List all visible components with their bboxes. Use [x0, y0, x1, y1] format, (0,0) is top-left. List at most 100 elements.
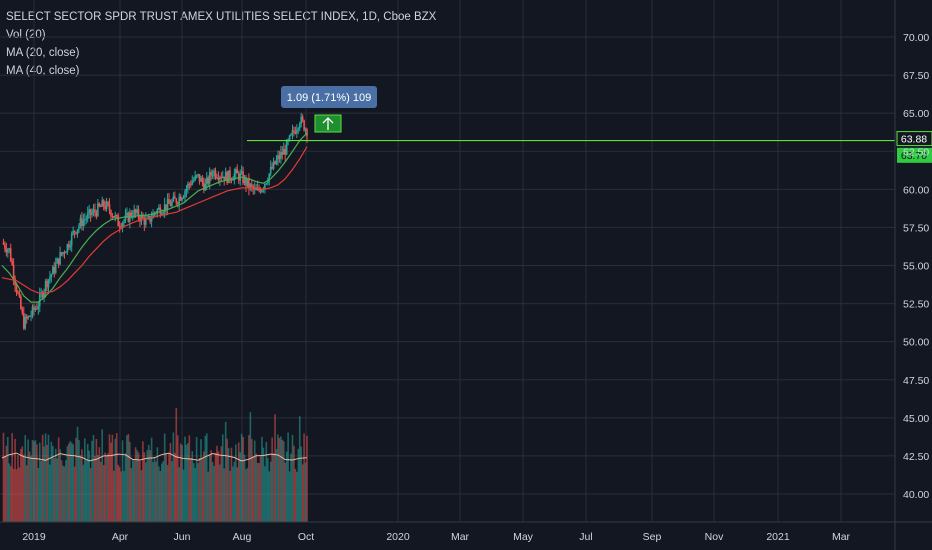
volume-bar [280, 436, 282, 522]
volume-bar [4, 455, 6, 522]
candle-body [158, 207, 160, 210]
candle-body [272, 161, 275, 169]
candle-body [21, 308, 24, 314]
volume-bar [248, 435, 250, 522]
volume-bar [129, 441, 131, 522]
x-tick-label: 2019 [22, 531, 46, 543]
volume-bar [227, 447, 230, 522]
candle-body [94, 209, 96, 213]
candle-body [111, 215, 114, 217]
indicator-ma40[interactable]: MA (40, close) [6, 65, 80, 77]
volume-bar [277, 434, 279, 522]
volume-bar [178, 467, 180, 522]
volume-bar [27, 439, 29, 522]
volume-bar [163, 433, 166, 522]
volume-bar [15, 469, 18, 522]
volume-bar [65, 460, 67, 522]
candle-body [114, 215, 117, 218]
candle-body [192, 179, 195, 182]
volume-bar [160, 463, 163, 522]
candle-body [187, 183, 189, 189]
candle-body [268, 173, 271, 182]
indicator-ma20[interactable]: MA (20, close) [6, 47, 80, 59]
candle-body [191, 181, 194, 185]
volume-bar [159, 470, 162, 522]
volume-bar [306, 435, 308, 522]
y-tick-label: 55.00 [903, 261, 929, 273]
candle-body [83, 219, 86, 221]
volume-bar [83, 438, 86, 522]
volume-bar [301, 464, 304, 522]
volume-bar [98, 447, 101, 522]
volume-bar [284, 462, 287, 522]
volume-bar [142, 441, 144, 522]
volume-bar [85, 460, 88, 522]
candle-body [144, 218, 147, 225]
ma40-line [1, 146, 308, 294]
volume-bar [86, 443, 89, 522]
volume-bar [5, 445, 8, 522]
candle-body [197, 174, 199, 176]
volume-bar [91, 440, 93, 522]
candle-body [27, 316, 29, 319]
candle-body [95, 212, 98, 217]
candle-body [301, 116, 304, 121]
volume-bar [188, 435, 191, 522]
candle-body [291, 130, 294, 134]
volume-bar [153, 457, 156, 522]
tooltip-text: 1.09 (1.71%) 109 [287, 92, 371, 104]
volume-bar [290, 453, 292, 522]
candle-body [115, 215, 118, 217]
volume-bar [75, 437, 77, 522]
volume-bar [288, 471, 291, 522]
volume-bar [158, 466, 160, 522]
volume-bar [169, 442, 172, 522]
y-tick-label: 65.00 [903, 108, 929, 120]
candle-body [123, 220, 125, 223]
candle-body [266, 181, 269, 184]
volume-bar [259, 454, 262, 522]
y-tick-label: 42.50 [903, 451, 929, 463]
volume-bar [251, 439, 253, 522]
volume-bar [246, 467, 249, 522]
volume-bar [14, 438, 16, 522]
volume-bars [1, 407, 308, 522]
volume-bar [287, 432, 289, 522]
candle-body [243, 177, 246, 183]
volume-bar [115, 433, 118, 522]
volume-bar [303, 433, 305, 522]
candle-body [232, 179, 234, 181]
volume-bar [2, 432, 5, 522]
volume-bar [166, 464, 169, 522]
candle-body [82, 220, 85, 226]
volume-bar [233, 461, 236, 522]
volume-bar [62, 465, 64, 522]
volume-bar [274, 414, 276, 522]
candle-body [2, 242, 5, 245]
volume-bar [95, 439, 98, 522]
volume-bar [31, 439, 34, 522]
volume-bar [262, 447, 265, 522]
candle-body [57, 258, 60, 265]
volume-bar [88, 450, 90, 522]
candle-body [28, 316, 31, 318]
candle-body [271, 166, 273, 169]
candle-body [133, 209, 135, 217]
volume-bar [268, 471, 271, 522]
volume-bar [117, 464, 119, 522]
candle-body [220, 177, 223, 179]
candle-body [147, 215, 150, 219]
volume-bar [269, 461, 272, 522]
x-tick-label: Mar [451, 531, 470, 543]
candle-body [281, 152, 284, 155]
candle-body [201, 178, 204, 183]
candle-body [176, 203, 179, 205]
volume-bar [53, 458, 56, 522]
volume-bar [294, 469, 297, 522]
y-tick-label: 52.50 [903, 299, 929, 311]
indicator-volume[interactable]: Vol (20) [6, 29, 46, 41]
volume-bar [41, 434, 44, 522]
candle-body [49, 277, 51, 280]
candle-body [221, 176, 224, 178]
